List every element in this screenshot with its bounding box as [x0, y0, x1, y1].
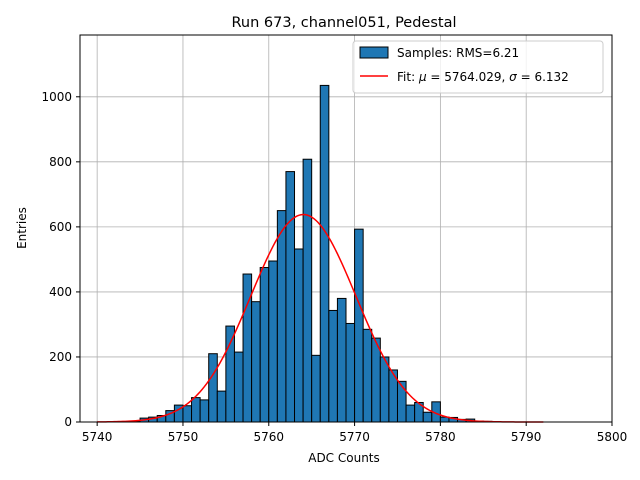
histogram-bar — [422, 411, 433, 423]
legend: Samples: RMS=6.21 Fit: μ = 5764.029, σ =… — [352, 40, 604, 94]
histogram-bar — [191, 397, 201, 423]
histogram-bar — [294, 248, 304, 423]
plot-frame — [79, 34, 613, 423]
histogram-bar — [354, 228, 364, 423]
histogram-bar — [208, 353, 218, 423]
histogram-bar — [302, 158, 313, 423]
y-axis-label: Entries — [15, 207, 29, 249]
x-tick-label: 5760 — [254, 430, 285, 444]
legend-fit-mu-value: = 5764.029, — [427, 70, 510, 84]
histogram-bar — [259, 267, 270, 423]
histogram-bar — [182, 405, 193, 423]
histogram-bar — [199, 399, 210, 423]
histogram-bar — [319, 84, 330, 423]
histogram-bar — [285, 171, 296, 423]
histogram-bar — [268, 260, 278, 423]
histogram-bar — [216, 390, 227, 423]
x-tick-label: 5790 — [511, 430, 542, 444]
legend-box — [352, 40, 604, 94]
y-tick-label: 600 — [49, 220, 72, 234]
chart-title: Run 673, channel051, Pedestal — [231, 15, 456, 31]
x-axis-label: ADC Counts — [308, 451, 380, 465]
legend-samples-swatch — [359, 46, 389, 59]
histogram-bar — [345, 322, 356, 423]
histogram-bar — [379, 356, 390, 423]
legend-fit-prefix: Fit: — [397, 70, 419, 84]
gaussian-fit-line — [97, 213, 544, 423]
x-tick-label: 5770 — [339, 430, 370, 444]
histogram-bar — [336, 297, 347, 423]
histogram-bar — [362, 328, 373, 423]
y-tick-label: 0 — [64, 415, 72, 429]
histogram-bar — [233, 351, 244, 423]
histogram-bar — [311, 354, 321, 423]
y-tick-label: 400 — [49, 285, 72, 299]
histogram-bar — [328, 309, 338, 423]
x-tick-label: 5750 — [168, 430, 199, 444]
plot-area: 5740 5750 5760 5770 5780 5790 5800 0 200 400 600 80… — [41, 34, 628, 444]
legend-fit-mu-symbol: μ — [418, 70, 427, 84]
histogram-bar — [405, 404, 416, 423]
legend-fit-sigma-symbol: σ — [509, 70, 517, 84]
x-tick-label: 5780 — [425, 430, 456, 444]
x-tick-label: 5740 — [82, 430, 113, 444]
histogram-bar — [371, 337, 381, 423]
histogram-bar — [396, 380, 407, 423]
histogram-bar — [251, 301, 261, 423]
x-tick-label: 5800 — [597, 430, 628, 444]
histogram-bar — [225, 325, 235, 423]
legend-fit-sigma-value: = 6.132 — [517, 70, 569, 84]
y-tick-label: 200 — [49, 350, 72, 364]
legend-fit-label: Fit: μ = 5764.029, σ = 6.132 — [397, 70, 569, 84]
histogram-bar — [276, 210, 287, 423]
y-tick-label: 800 — [49, 155, 72, 169]
legend-samples-label: Samples: RMS=6.21 — [397, 46, 519, 60]
y-tick-label: 1000 — [41, 90, 72, 104]
